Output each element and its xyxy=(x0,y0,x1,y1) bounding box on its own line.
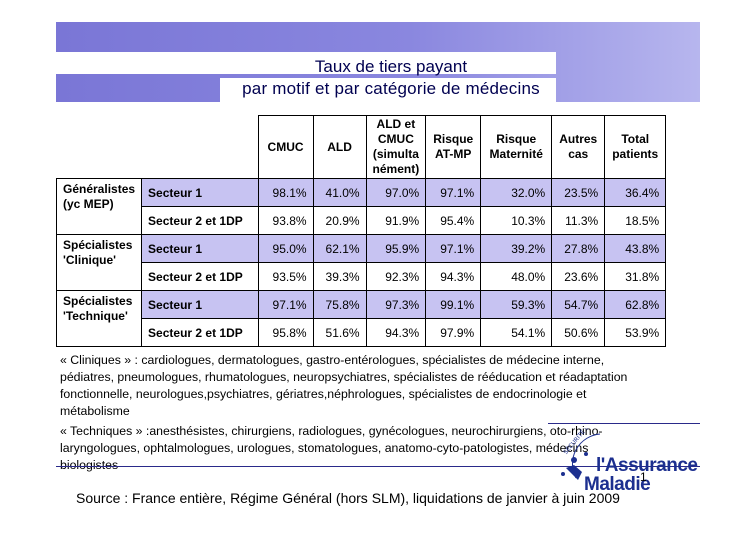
column-header: Total patients xyxy=(604,115,667,179)
column-header: Risque Maternité xyxy=(480,115,553,179)
assurance-maladie-logo: SÉCURITÉ SOCIALE xyxy=(561,428,605,480)
title-box xyxy=(56,52,556,74)
column-header: Risque AT-MP xyxy=(425,115,482,179)
value-cell: 93.5% xyxy=(257,262,314,291)
category-cell: Spécialistes 'Clinique' xyxy=(55,234,143,291)
value-cell: 31.8% xyxy=(604,262,667,291)
value-cell: 59.3% xyxy=(480,290,553,319)
value-cell: 54.7% xyxy=(551,290,606,319)
value-cell: 62.8% xyxy=(604,290,667,319)
column-header: ALD xyxy=(312,115,367,179)
value-cell: 92.3% xyxy=(365,262,427,291)
value-cell: 36.4% xyxy=(604,178,667,207)
value-cell: 97.1% xyxy=(425,234,482,263)
sector-cell: Secteur 2 et 1DP xyxy=(141,262,259,291)
value-cell: 39.3% xyxy=(312,262,367,291)
note-techniques: « Techniques » :anesthésistes, chirurgie… xyxy=(60,424,603,472)
value-cell: 54.1% xyxy=(480,318,553,347)
table-row: Spécialistes 'Clinique' Secteur 1 95.0% 62.… xyxy=(55,234,667,291)
value-cell: 95.0% xyxy=(257,234,314,263)
column-header: CMUC xyxy=(257,115,314,179)
value-cell: 75.8% xyxy=(312,290,367,319)
value-cell: 51.6% xyxy=(312,318,367,347)
column-header: ALD et CMUC (simulta nément) xyxy=(365,115,427,179)
divider-top xyxy=(548,423,700,424)
value-cell: 95.4% xyxy=(425,206,482,235)
sector-cell: Secteur 1 xyxy=(141,290,259,319)
value-cell: 39.2% xyxy=(480,234,553,263)
note-cliniques: « Cliniques » : cardiologues, dermatolog… xyxy=(60,353,628,418)
column-header: Autres cas xyxy=(551,115,606,179)
logo-arc-text: SÉCURITÉ SOCIALE xyxy=(562,428,605,456)
logo-figure-icon xyxy=(561,452,588,480)
sector-cell: Secteur 1 xyxy=(141,178,259,207)
value-cell: 95.8% xyxy=(257,318,314,347)
sector-cell: Secteur 1 xyxy=(141,234,259,263)
page-number: 1 xyxy=(640,470,647,484)
value-cell: 91.9% xyxy=(365,206,427,235)
sector-cell: Secteur 2 et 1DP xyxy=(141,318,259,347)
logo-text-line2: Maladie xyxy=(584,474,651,495)
page-title: Taux de tiers payant xyxy=(314,57,468,76)
table-row: Secteur 2 et 1DP 93.8% 20.9% 91.9% 95.4% 10.3… xyxy=(57,206,667,235)
value-cell: 27.8% xyxy=(551,234,606,263)
table-row: Généralistes (yc MEP) Secteur 1 98.1% 41.0%… xyxy=(55,178,667,235)
value-cell: 97.0% xyxy=(365,178,427,207)
value-cell: 97.1% xyxy=(257,290,314,319)
logo-text-line1: l'Assurance xyxy=(596,455,698,476)
header-blank-2 xyxy=(142,116,259,179)
page-subtitle: par motif et par catégorie de médecins xyxy=(242,79,540,98)
table-header-row: CMUC ALD ALD et CMUC (simulta nément) Ri… xyxy=(57,115,667,179)
value-cell: 97.9% xyxy=(425,318,482,347)
value-cell: 23.6% xyxy=(551,262,606,291)
value-cell: 48.0% xyxy=(480,262,553,291)
value-cell: 32.0% xyxy=(480,178,553,207)
value-cell: 95.9% xyxy=(365,234,427,263)
category-cell: Généralistes (yc MEP) xyxy=(55,178,143,235)
source-note: Source : France entière, Régime Général … xyxy=(76,490,620,506)
category-cell: Spécialistes 'Technique' xyxy=(55,290,143,347)
value-cell: 53.9% xyxy=(604,318,667,347)
value-cell: 50.6% xyxy=(551,318,606,347)
value-cell: 18.5% xyxy=(604,206,667,235)
value-cell: 11.3% xyxy=(551,206,606,235)
divider-bottom xyxy=(56,466,700,467)
table-row: Secteur 2 et 1DP 95.8% 51.6% 94.3% 97.9% 54.1… xyxy=(57,318,667,347)
value-cell: 23.5% xyxy=(551,178,606,207)
value-cell: 93.8% xyxy=(257,206,314,235)
data-table: CMUC ALD ALD et CMUC (simulta nément) Ri… xyxy=(55,115,667,347)
sector-cell: Secteur 2 et 1DP xyxy=(141,206,259,235)
table-row: Spécialistes 'Technique' Secteur 1 97.1% 75… xyxy=(55,290,667,347)
value-cell: 10.3% xyxy=(480,206,553,235)
table-row: Secteur 2 et 1DP 93.5% 39.3% 92.3% 94.3% 48.0… xyxy=(57,262,667,291)
value-cell: 94.3% xyxy=(425,262,482,291)
value-cell: 20.9% xyxy=(312,206,367,235)
value-cell: 97.3% xyxy=(365,290,427,319)
value-cell: 99.1% xyxy=(425,290,482,319)
value-cell: 94.3% xyxy=(365,318,427,347)
title-box-lower xyxy=(220,78,556,102)
value-cell: 97.1% xyxy=(425,178,482,207)
value-cell: 62.1% xyxy=(312,234,367,263)
value-cell: 41.0% xyxy=(312,178,367,207)
value-cell: 98.1% xyxy=(257,178,314,207)
value-cell: 43.8% xyxy=(604,234,667,263)
header-blank-1 xyxy=(57,116,142,179)
